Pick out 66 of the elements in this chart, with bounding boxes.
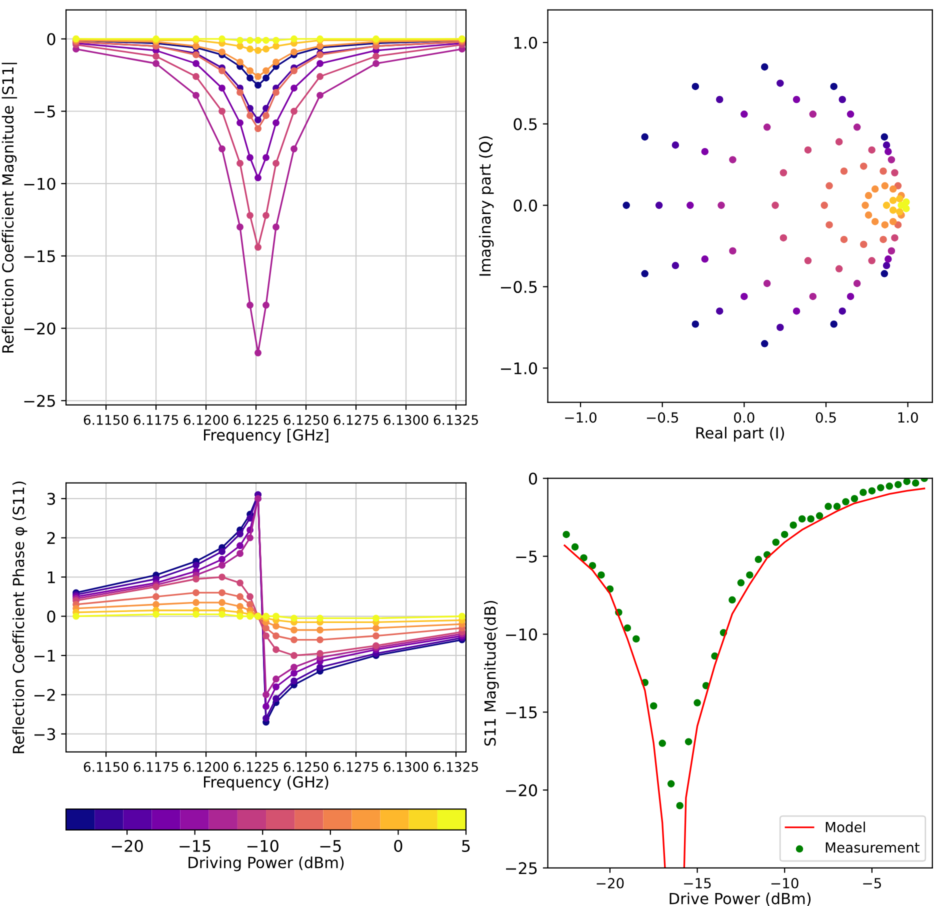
y-axis-title: S11 Magnitude(dB) [484,600,499,746]
x-axis-title: Drive Power (dBm) [670,892,811,906]
x-tick-label: 0.0 [734,412,754,423]
y-tick-label: 0 [47,610,56,623]
y-tick-label: −20 [506,784,538,796]
x-tick-label: 6.1200 [184,762,228,772]
color-bar-title: Driving Power (dBm) [188,856,344,872]
x-tick-label: 6.1175 [134,414,178,425]
y-tick-label: 0.5 [514,118,537,130]
y-tick-label: −25 [24,394,55,407]
y-tick-label: −1 [34,650,55,662]
x-axis-title: Frequency (GHz) [204,776,328,791]
y-tick-label: −2 [34,688,55,701]
x-tick-label: −1.0 [565,412,596,423]
x-tick-label: 6.1250 [284,762,328,772]
y-axis-title: Imaginary part (Q) [478,136,494,276]
y-axis-title: Reflection Coefficient Phase φ (S11) [12,482,28,754]
y-tick-label: −10 [506,628,538,640]
y-tick-label: −15 [506,706,537,718]
y-tick-label: −10 [24,178,56,190]
x-tick-label: 6.1150 [84,762,128,772]
x-tick-label: 6.1225 [234,414,278,425]
color-bar-label: −20 [112,840,143,852]
y-tick-label: 2 [47,532,55,544]
x-tick-label: −15 [684,878,711,888]
y-tick-label: −1.0 [500,362,538,374]
color-bar-label: −10 [247,840,278,852]
x-tick-label: −5 [863,878,881,888]
y-tick-label: −25 [506,862,537,874]
x-tick-label: 6.1325 [434,414,478,425]
color-bar-label: 0 [394,840,402,852]
x-tick-label: −20 [596,878,624,888]
y-tick-label: −20 [24,322,56,335]
y-axis-title: Reflection Coefficient Magnitude |S11| [2,62,18,353]
color-bar-label: 5 [462,840,470,852]
y-tick-label: 1.0 [514,36,538,49]
y-tick-label: −0.5 [500,280,537,293]
y-tick-label: −15 [24,250,55,262]
y-tick-label: 3 [47,492,56,505]
x-tick-label: 6.1250 [284,414,328,425]
x-tick-label: 6.1150 [84,414,128,425]
y-tick-label: 0 [528,472,538,485]
x-tick-label: −10 [771,878,798,888]
x-tick-label: 6.1225 [234,762,278,772]
x-tick-label: 6.1300 [384,762,428,772]
x-tick-label: 1.0 [898,412,918,423]
color-bar-label: −5 [320,840,341,852]
color-bar-label: −15 [180,840,210,852]
y-tick-label: −5 [516,550,537,563]
y-tick-label: −3 [34,728,56,740]
x-tick-label: 0.5 [816,412,836,423]
legend-label: Model [826,822,865,832]
x-tick-label: 6.1325 [434,762,478,772]
x-tick-label: −0.5 [646,412,678,423]
y-tick-label: 1 [48,571,55,584]
x-tick-label: 6.1175 [134,762,178,772]
x-axis-title: Frequency [GHz] [204,428,328,444]
x-tick-label: 6.1275 [334,414,378,425]
y-tick-label: −5 [34,106,55,118]
y-tick-label: 0.0 [514,200,538,212]
y-tick-label: 0 [47,33,56,46]
x-tick-label: 6.1275 [334,762,378,772]
x-tick-label: 6.1300 [384,414,428,425]
x-tick-label: 6.1200 [184,414,228,425]
x-axis-title: Real part (I) [696,426,784,442]
legend-label: Measurement [826,842,920,853]
